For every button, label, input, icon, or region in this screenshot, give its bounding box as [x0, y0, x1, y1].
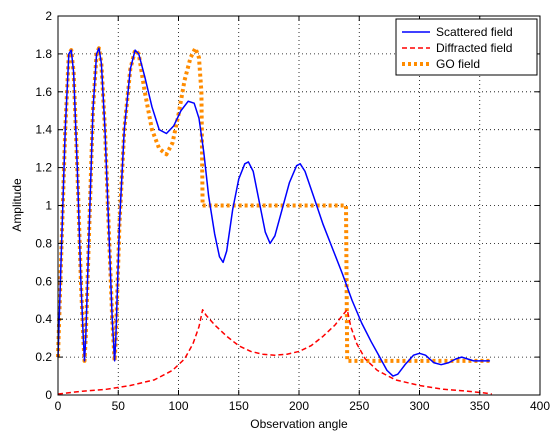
y-tick-label: 1.8	[35, 47, 52, 61]
y-tick-label: 1.6	[35, 85, 52, 99]
y-tick-label: 0.8	[35, 236, 52, 250]
series-line-scattered-field	[57, 47, 491, 377]
y-tick-label: 0	[45, 388, 52, 402]
y-tick-label: 0.6	[35, 274, 52, 288]
x-tick-label: 250	[349, 399, 369, 413]
series-layer	[56, 46, 492, 395]
x-tick-label: 0	[55, 399, 62, 413]
x-tick-label: 50	[112, 399, 126, 413]
y-tick-label: 2	[45, 9, 52, 23]
legend: Scattered field Diffracted field GO field	[395, 18, 538, 76]
x-tick-label: 300	[409, 399, 429, 413]
x-tick-label: 350	[470, 399, 490, 413]
legend-label-scattered-field: Scattered field	[436, 25, 513, 39]
legend-label-diffracted-field: Diffracted field	[436, 41, 512, 55]
x-tick-label: 150	[229, 399, 249, 413]
x-tick-label: 200	[289, 399, 309, 413]
y-tick-label: 1.4	[35, 123, 52, 137]
y-tick-label: 0.2	[35, 350, 52, 364]
y-tick-label: 1	[45, 199, 52, 213]
y-tick-label: 0.4	[35, 312, 52, 326]
legend-label-go-field: GO field	[436, 57, 480, 71]
x-tick-label: 100	[168, 399, 188, 413]
x-axis-label: Observation angle	[250, 417, 348, 431]
y-tick-label: 1.2	[35, 161, 52, 175]
legend-box	[395, 18, 538, 76]
x-tick-label: 400	[530, 399, 550, 413]
y-axis-label: Amplitude	[10, 178, 24, 232]
series-line-diffracted-field	[57, 308, 492, 395]
axis-ticks: 0 50 100 150 200 250 300 350 400 0 0.2 0.4 0.6 0.8 1 1.…	[35, 9, 550, 413]
